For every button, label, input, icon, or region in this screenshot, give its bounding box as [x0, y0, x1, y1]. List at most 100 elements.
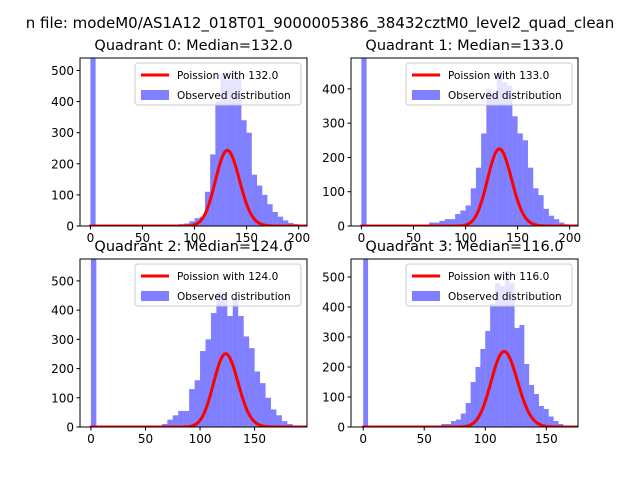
x-tick-label: 200	[287, 231, 310, 245]
histogram-bar	[227, 315, 233, 427]
histogram-bar	[276, 415, 282, 427]
histogram-bar	[262, 194, 268, 226]
legend-label-observed: Observed distribution	[448, 291, 562, 303]
x-tick-label: 100	[454, 231, 477, 245]
y-tick-label: 100	[51, 391, 74, 405]
histogram-bar	[220, 73, 226, 226]
y-tick-label: 400	[322, 82, 345, 96]
histogram-bar	[455, 419, 461, 427]
plot-area	[359, 58, 578, 226]
histogram-bar	[194, 380, 201, 427]
y-tick-label: 300	[322, 117, 345, 131]
x-tick-label: 50	[417, 432, 432, 446]
legend-swatch-observed	[412, 291, 440, 301]
histogram-bar	[281, 421, 288, 427]
histogram-bar	[533, 188, 539, 226]
plot-area	[361, 259, 578, 427]
x-tick-label: 0	[358, 231, 366, 245]
histogram-bar	[548, 215, 555, 226]
histogram-bar	[548, 416, 554, 427]
y-tick-label: 100	[322, 391, 345, 405]
x-tick-label: 150	[535, 432, 558, 446]
histogram-bar	[455, 214, 461, 226]
histogram-bar	[363, 259, 369, 427]
y-tick-label: 0	[66, 421, 74, 435]
histogram-bar	[267, 204, 273, 226]
subplot-quadrant-0: 0 50 100 150 200 0 100 200 300 400 500 Quadrant 0: …	[51, 38, 310, 245]
legend-swatch-observed	[412, 90, 440, 100]
y-tick-label: 500	[322, 271, 345, 285]
legend-label-poisson: Poission with 133.0	[448, 70, 549, 82]
histogram-bar	[238, 315, 244, 427]
histogram-bar	[232, 298, 239, 427]
y-tick-label: 200	[322, 361, 345, 375]
axes-frame	[79, 57, 308, 227]
histogram-bar	[225, 79, 231, 226]
x-tick-label: 150	[506, 231, 529, 245]
y-tick-label: 400	[51, 95, 74, 109]
histogram-bar	[449, 219, 456, 226]
histogram-bar	[283, 220, 289, 226]
subplot-quadrant-3: 0 50 100 150 0 100 200 300 400 500 Quadrant 3: Med…	[322, 239, 579, 446]
y-tick-label: 300	[51, 126, 74, 140]
histogram-bar	[499, 286, 505, 427]
histogram-bar	[215, 101, 221, 226]
histogram-bar	[538, 406, 544, 427]
histogram-bar	[460, 413, 466, 427]
x-tick-label: 150	[243, 432, 266, 446]
histogram-bar	[270, 409, 277, 427]
legend-label-observed: Observed distribution	[177, 90, 291, 102]
legend-label-observed: Observed distribution	[177, 291, 291, 303]
histogram-bar	[246, 132, 252, 226]
legend-box	[405, 62, 573, 106]
histogram-bar	[470, 188, 476, 226]
histogram-bar	[460, 210, 466, 226]
histogram-bar	[538, 195, 544, 226]
legend-label-poisson: Poission with 132.0	[177, 70, 278, 82]
histogram-bar	[509, 283, 515, 427]
y-tick-label: 0	[337, 421, 345, 435]
legend-label-poisson: Poission with 116.0	[448, 271, 549, 283]
histogram-bar	[486, 88, 492, 226]
histogram-bar	[465, 403, 471, 427]
x-tick-label: 200	[558, 231, 581, 245]
x-tick-label: 0	[87, 432, 95, 446]
histogram-bar	[230, 70, 237, 226]
histogram-bar	[559, 222, 565, 226]
x-tick-label: 100	[183, 231, 206, 245]
histogram-bar	[254, 371, 261, 427]
x-tick-label: 100	[474, 432, 497, 446]
histogram-bar	[512, 116, 518, 226]
figure-suptitle: n file: modeM0/AS1A12_018T01_9000005386_…	[26, 14, 615, 33]
histogram-bar	[243, 336, 250, 427]
y-tick-label: 200	[51, 157, 74, 171]
histogram-bar	[490, 304, 496, 427]
y-tick-label: 400	[322, 301, 345, 315]
legend: Poission with 124.0 Observed distribution	[134, 263, 302, 307]
y-tick-label: 0	[66, 220, 74, 234]
histogram-bar	[524, 364, 530, 427]
subplot-quadrant-1: 0 50 100 150 200 0 100 200 300 400 Quadrant 1: Med…	[322, 38, 581, 245]
histogram-bar	[361, 58, 367, 226]
histogram-bar	[265, 397, 271, 427]
histogram-bar	[183, 410, 190, 427]
histogram-bar	[485, 331, 491, 427]
histogram-bar	[272, 212, 278, 226]
histogram-bar	[90, 58, 96, 226]
axes-frame	[350, 57, 579, 227]
histogram-bar	[90, 259, 97, 427]
histogram-bar	[251, 174, 258, 226]
histogram-bar	[529, 385, 535, 427]
histogram-bar	[528, 167, 534, 226]
legend: Poission with 132.0 Observed distribution	[134, 62, 302, 106]
subplot-quadrant-2: 0 50 100 150 0 100 200 300 400 500 Quadrant 2: Med…	[51, 239, 308, 446]
histogram-bar	[260, 383, 266, 427]
legend-box	[134, 62, 302, 106]
legend-label-poisson: Poission with 124.0	[177, 271, 278, 283]
x-tick-label: 50	[138, 432, 153, 446]
y-tick-label: 300	[322, 331, 345, 345]
histogram-bar	[475, 367, 481, 427]
histogram-bar	[465, 205, 471, 226]
